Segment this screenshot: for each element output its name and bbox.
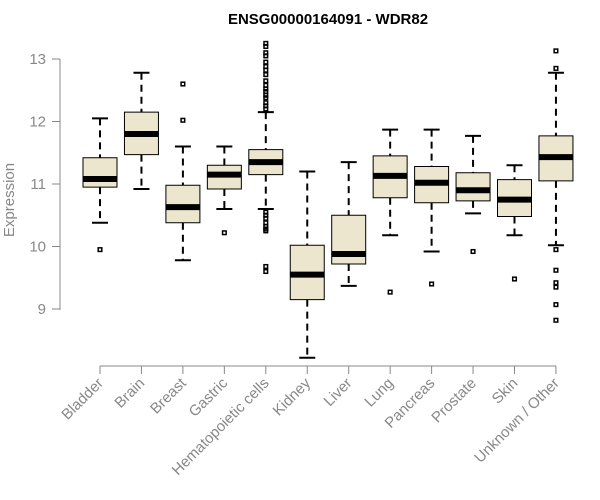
outlier-point [263, 59, 269, 65]
outlier-point [263, 67, 269, 73]
box-prostate [455, 134, 491, 255]
box-liver [331, 161, 367, 287]
box-kidney [289, 170, 325, 359]
outlier-point [263, 228, 269, 234]
x-tick-label: Liver [321, 375, 356, 410]
outlier-point [553, 284, 559, 290]
outlier-point [221, 230, 227, 236]
x-tick-label: Skin [489, 375, 522, 408]
y-tick-label: 13 [29, 51, 46, 68]
outlier-point [180, 81, 186, 87]
outlier-point [263, 263, 269, 270]
box-hematopoietic-cells [248, 40, 284, 275]
outlier-point [263, 43, 269, 50]
plot-area [82, 40, 574, 359]
outlier-point [553, 247, 559, 253]
outlier-point [263, 106, 269, 112]
outlier-point [553, 317, 559, 323]
x-tick-label: Breast [147, 374, 190, 417]
outlier-point [511, 276, 518, 282]
box-brain [123, 71, 159, 190]
outlier-point [97, 247, 103, 253]
box-gastric [206, 145, 242, 236]
outlier-point [263, 53, 269, 59]
y-axis-label: Expression [1, 163, 18, 237]
box-skin [497, 164, 532, 282]
iqr-box [455, 172, 491, 202]
outlier-point [263, 268, 269, 275]
y-tick-label: 12 [29, 114, 46, 131]
outlier-point [387, 289, 393, 295]
y-tick-label: 11 [30, 176, 46, 193]
x-tick-label: Kidney [270, 374, 315, 419]
x-tick-label: Bladder [58, 375, 107, 424]
outlier-point [553, 280, 559, 286]
y-tick-label: 9 [38, 301, 46, 318]
iqr-box [165, 184, 201, 224]
x-tick-label: Lung [361, 375, 397, 411]
box-breast [165, 81, 201, 262]
outlier-point [263, 72, 269, 78]
outlier-point [263, 95, 269, 101]
chart-title: ENSG00000164091 - WDR82 [228, 11, 428, 28]
outlier-point [553, 267, 559, 273]
y-tick-label: 10 [29, 239, 46, 256]
x-tick-label: Prostate [428, 375, 480, 427]
x-tick-label: Brain [111, 375, 148, 412]
outlier-point [553, 48, 559, 54]
box-unknown-other [538, 48, 574, 323]
outlier-point [429, 281, 435, 287]
iqr-box [82, 157, 118, 188]
outlier-point [553, 302, 559, 308]
y-axis-ticks: 9 10 11 12 13 [29, 51, 60, 318]
outlier-point [180, 117, 186, 123]
outlier-point [553, 65, 559, 71]
outlier-point [263, 215, 269, 221]
box-bladder [82, 117, 118, 253]
outlier-point [470, 248, 476, 255]
outlier-point [263, 78, 269, 84]
box-pancreas [414, 128, 450, 287]
box-lung [372, 128, 408, 295]
